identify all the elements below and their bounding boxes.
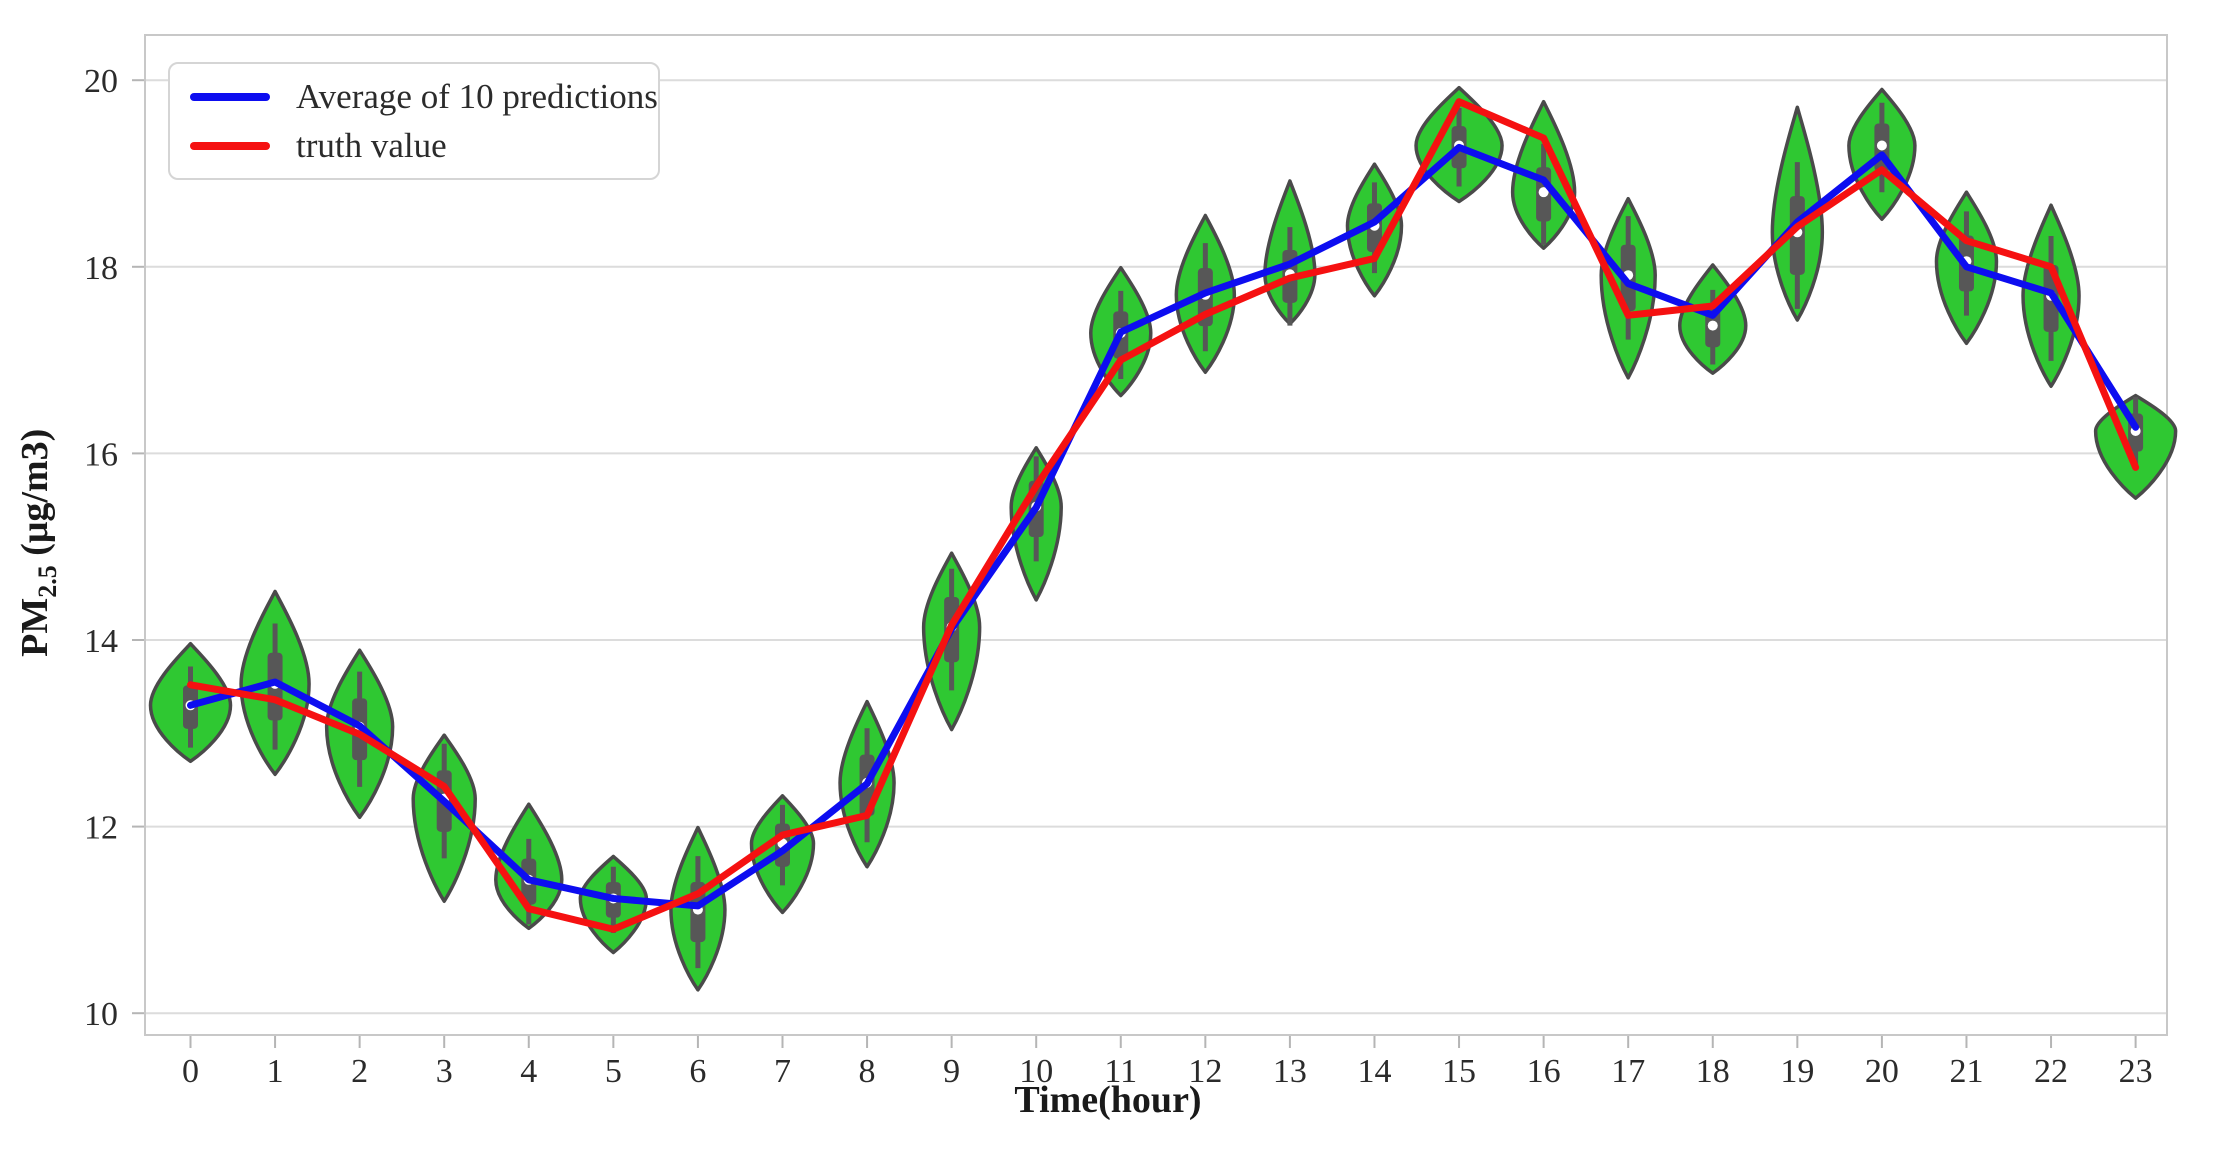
- x-tick-label: 7: [774, 1053, 791, 1090]
- x-tick-label: 12: [1188, 1053, 1222, 1090]
- x-tick-label: 11: [1104, 1053, 1137, 1090]
- y-axis-title-sub: 2.5: [32, 565, 62, 598]
- x-tick-label: 20: [1865, 1053, 1899, 1090]
- x-tick-label: 15: [1442, 1053, 1476, 1090]
- y-tick-label: 18: [84, 250, 118, 287]
- legend-item-truth: truth value: [190, 128, 658, 163]
- y-tick-label: 20: [84, 63, 118, 100]
- legend-item-average: Average of 10 predictions: [190, 79, 658, 114]
- x-axis-title: Time(hour): [0, 1078, 2216, 1122]
- x-tick-label: 9: [943, 1053, 960, 1090]
- legend-label-average: Average of 10 predictions: [296, 77, 658, 116]
- plot-border: [144, 34, 2168, 1036]
- y-axis-title-base: PM: [14, 597, 57, 657]
- x-tick-label: 16: [1527, 1053, 1561, 1090]
- x-tick-label: 5: [605, 1053, 622, 1090]
- x-tick-label: 22: [2034, 1053, 2068, 1090]
- x-tick-label: 18: [1696, 1053, 1730, 1090]
- x-tick-label: 0: [182, 1053, 199, 1090]
- violin-median-dot: [1876, 140, 1887, 151]
- truth-line-swatch: [190, 141, 270, 150]
- y-tick-label: 16: [84, 436, 118, 473]
- x-tick-label: 8: [859, 1053, 876, 1090]
- y-tick-label: 12: [84, 810, 118, 847]
- legend-label-truth: truth value: [296, 126, 447, 165]
- x-tick-label: 10: [1019, 1053, 1053, 1090]
- x-tick-label: 19: [1780, 1053, 1814, 1090]
- y-axis-title: PM2.5 (μg/m3): [13, 293, 63, 793]
- x-tick-label: 21: [1949, 1053, 1983, 1090]
- legend: Average of 10 predictions truth value: [168, 62, 660, 180]
- y-tick-label: 10: [84, 996, 118, 1033]
- x-tick-label: 14: [1357, 1053, 1391, 1090]
- x-axis-title-text: Time(hour): [1014, 1079, 1202, 1121]
- x-tick-label: 1: [267, 1053, 284, 1090]
- x-tick-label: 3: [436, 1053, 453, 1090]
- y-axis-title-unit: (μg/m3): [14, 428, 57, 566]
- average-line-swatch: [190, 92, 270, 101]
- average-line: [187, 143, 2140, 910]
- x-tick-label: 13: [1273, 1053, 1307, 1090]
- x-tick-label: 4: [520, 1053, 537, 1090]
- x-tick-label: 2: [351, 1053, 368, 1090]
- y-tick-label: 14: [84, 623, 118, 660]
- violin-median-dot: [1538, 187, 1549, 198]
- violin-median-dot: [1707, 320, 1718, 331]
- truth-line: [187, 98, 2140, 933]
- x-tick-label: 6: [689, 1053, 706, 1090]
- x-tick-label: 23: [2119, 1053, 2153, 1090]
- x-tick-label: 17: [1611, 1053, 1645, 1090]
